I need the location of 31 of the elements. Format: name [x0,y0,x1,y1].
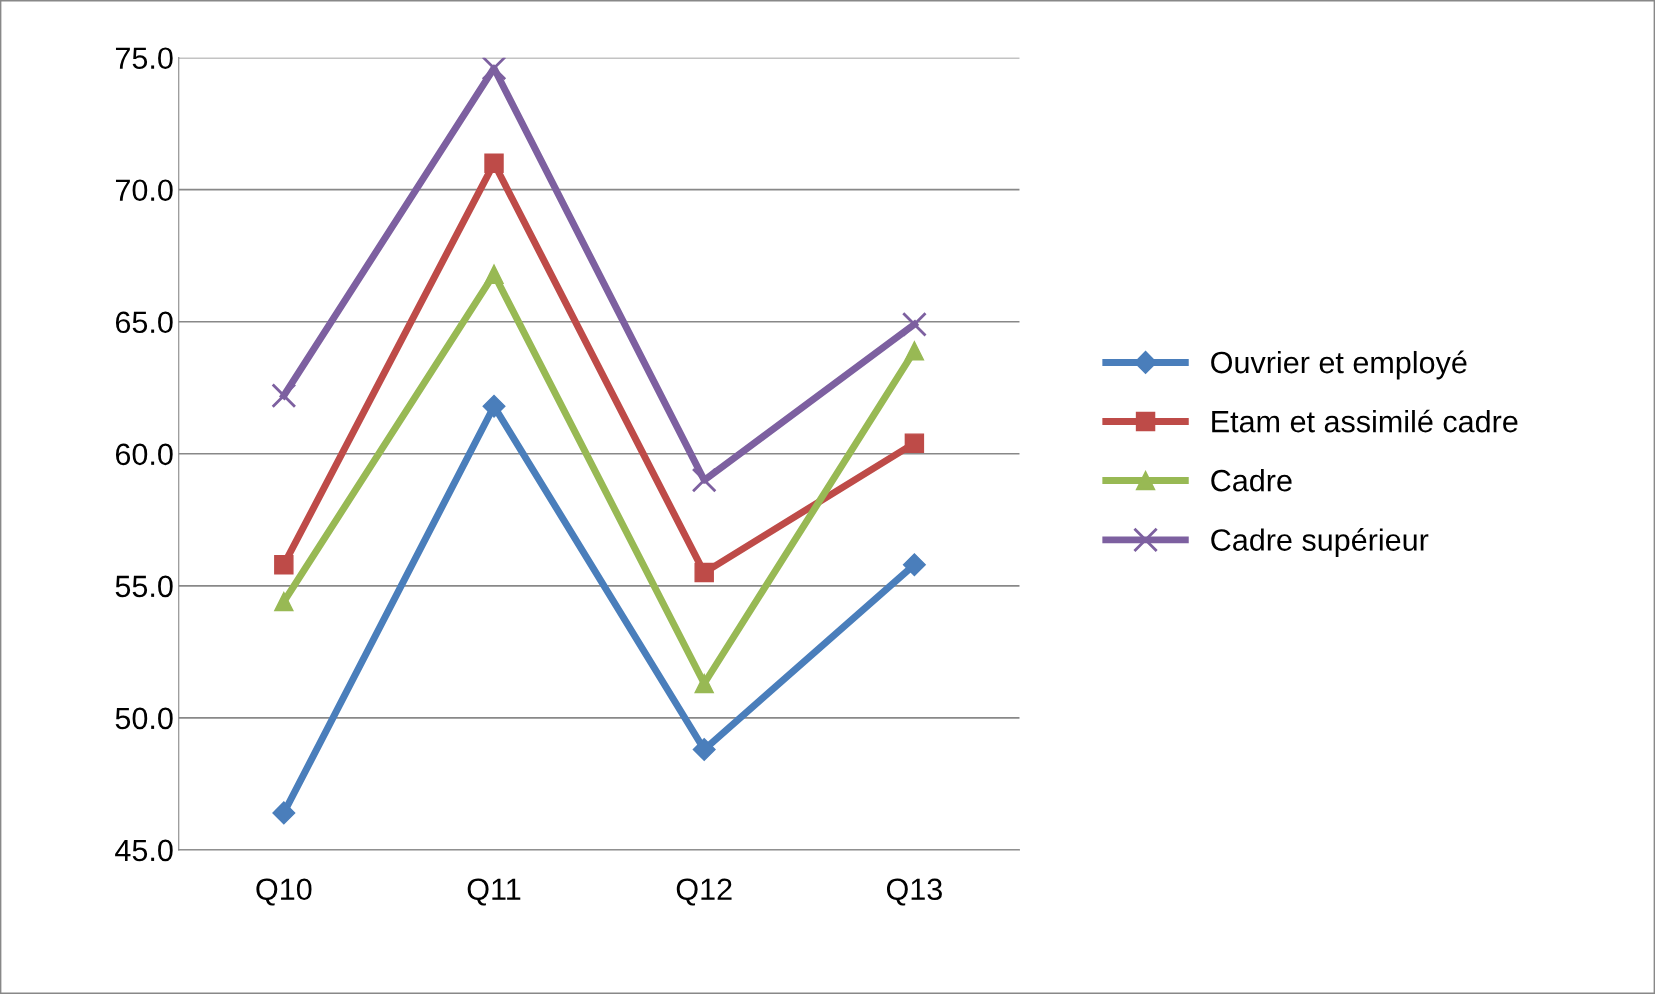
point [691,467,717,493]
x-tick-label: Q11 [467,878,521,906]
point [271,383,297,409]
x-tick-label: Q13 [886,878,942,906]
x-tick-label: Q10 [256,878,312,906]
y-tick-label: 60.0 [115,443,173,466]
y-tick-label: 45.0 [115,839,173,862]
point [482,394,506,418]
point [904,433,925,453]
point [484,264,504,284]
point [484,153,504,174]
legend-label: Cadre [1211,469,1292,492]
point [904,341,925,361]
legend-label: Cadre supérieur [1211,528,1429,557]
point [694,562,714,583]
point [274,554,294,575]
y-tick-label: 50.0 [115,707,173,730]
legend-label: Etam et assimilé cadre [1212,409,1518,433]
y-tick-label: 75.0 [115,47,173,70]
point [274,591,294,612]
y-tick-label: 70.0 [115,179,173,202]
x-tick-label: Q12 [676,878,732,906]
point [481,57,507,81]
y-tick-label: 65.0 [115,311,173,334]
point [901,311,927,337]
y-tick-label: 55.0 [115,575,173,598]
point [902,553,926,577]
point [272,801,296,825]
point [694,673,714,694]
point [692,738,716,762]
legend-label: Ouvrier et employé [1211,350,1467,380]
